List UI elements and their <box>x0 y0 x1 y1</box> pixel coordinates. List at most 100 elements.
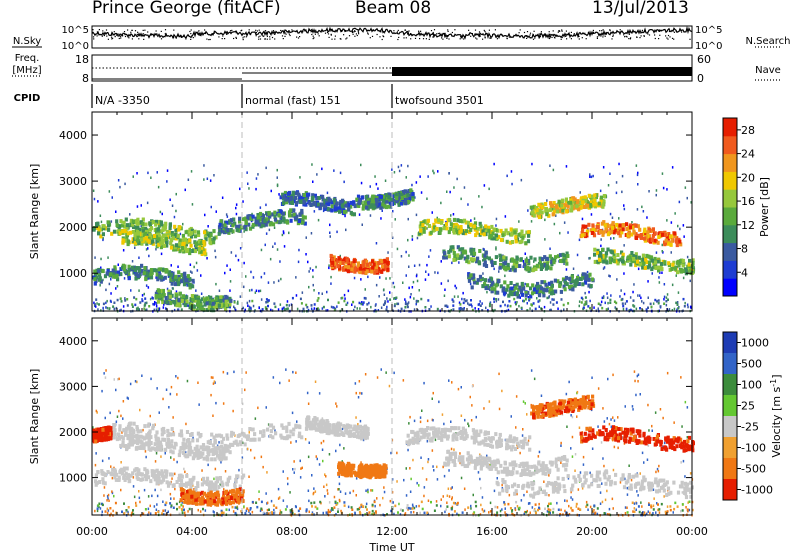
echo-speckle <box>684 475 686 478</box>
echo-band-cell <box>581 200 585 205</box>
echo-band-cell <box>381 267 385 272</box>
nsearch-point <box>566 38 568 40</box>
echo-speckle <box>249 512 251 516</box>
echo-speckle <box>212 376 214 379</box>
echo-speckle <box>410 477 412 481</box>
echo-band-cell <box>573 279 577 284</box>
echo-band-cell <box>331 260 335 265</box>
echo-band-cell <box>196 302 200 307</box>
cpid-label: CPID <box>14 93 41 104</box>
echo-speckle <box>354 305 356 309</box>
nsearch-point <box>397 38 399 41</box>
echo-speckle <box>633 507 636 510</box>
echo-speckle <box>274 511 276 514</box>
echo-speckle <box>661 250 663 253</box>
echo-band-cell <box>604 227 608 232</box>
echo-band-cell <box>174 232 178 237</box>
echo-speckle <box>311 163 313 166</box>
echo-band-cell <box>489 234 494 239</box>
nsearch-point <box>221 38 223 40</box>
echo-band-cell <box>393 194 397 198</box>
echo-band-cell <box>565 251 569 256</box>
echo-band-cell <box>647 260 652 265</box>
echo-speckle <box>360 503 362 507</box>
echo-band-cell <box>162 293 166 298</box>
echo-band-cell <box>162 243 166 248</box>
echo-speckle <box>568 504 570 508</box>
echo-band-cell <box>479 224 483 229</box>
near-range-echo <box>615 301 618 305</box>
echo-speckle <box>279 303 282 306</box>
nsearch-point <box>533 30 535 32</box>
echo-band-cell <box>158 229 162 234</box>
echo-band-cell <box>151 239 155 244</box>
echo-speckle <box>367 488 369 492</box>
echo-speckle <box>148 511 150 514</box>
near-range-echo <box>141 299 144 303</box>
echo-band-cell <box>569 198 573 203</box>
echo-band-cell <box>469 248 473 253</box>
nsearch-point <box>468 34 470 36</box>
nsearch-point <box>351 31 353 34</box>
nsearch-point <box>265 30 267 32</box>
echo-band-cell <box>392 198 396 203</box>
echo-band-cell <box>248 214 252 219</box>
echo-speckle <box>440 282 443 285</box>
nsearch-point <box>567 33 570 35</box>
echo-speckle <box>115 388 117 392</box>
echo-band-cell <box>444 255 448 260</box>
echo-speckle <box>144 308 146 312</box>
echo-speckle <box>452 213 455 216</box>
echo-speckle <box>647 280 649 283</box>
echo-band-cell <box>207 233 211 238</box>
echo-speckle <box>464 508 466 511</box>
freq-tick: 18 <box>75 53 89 66</box>
near-range-echo <box>452 308 455 311</box>
echo-speckle <box>479 453 481 456</box>
echo-speckle <box>138 490 140 493</box>
echo-speckle <box>360 461 362 464</box>
echo-band-cell <box>490 286 494 291</box>
echo-speckle <box>335 513 337 516</box>
echo-speckle <box>515 395 518 398</box>
echo-band-cell <box>475 259 479 264</box>
echo-band-cell <box>571 287 575 292</box>
echo-speckle <box>463 487 466 490</box>
echo-speckle <box>587 227 589 231</box>
echo-speckle <box>687 501 689 504</box>
echo-speckle <box>419 175 421 178</box>
nsearch-point <box>529 32 532 34</box>
echo-speckle <box>278 496 281 499</box>
echo-speckle <box>613 445 616 449</box>
echo-speckle <box>301 291 304 294</box>
echo-band-cell <box>475 230 479 235</box>
echo-band-cell <box>512 292 516 296</box>
echo-band-cell <box>634 263 638 268</box>
echo-speckle <box>606 292 608 295</box>
nsearch-point <box>673 31 675 33</box>
echo-speckle <box>365 505 367 509</box>
nsearch-point <box>209 38 211 41</box>
echo-speckle <box>172 287 174 290</box>
nsearch-point <box>231 29 233 31</box>
echo-speckle <box>268 228 271 232</box>
nsearch-point <box>379 30 381 33</box>
echo-speckle <box>97 200 99 203</box>
echo-band-cell <box>222 226 226 231</box>
echo-speckle <box>481 205 483 209</box>
echo-band-cell <box>625 227 629 231</box>
echo-band-cell <box>510 232 514 237</box>
echo-band-cell <box>173 277 177 281</box>
echo-band-cell <box>126 231 130 236</box>
nsearch-point <box>584 32 586 34</box>
echo-speckle <box>184 511 186 514</box>
echo-speckle <box>100 309 102 312</box>
echo-band-cell <box>177 302 181 307</box>
nsearch-point <box>143 38 145 40</box>
echo-band-cell <box>653 238 657 243</box>
echo-band-cell <box>101 232 105 237</box>
echo-band-cell <box>171 275 175 280</box>
echo-band-cell <box>535 206 539 210</box>
echo-speckle <box>599 491 602 494</box>
echo-band-cell <box>510 292 514 297</box>
